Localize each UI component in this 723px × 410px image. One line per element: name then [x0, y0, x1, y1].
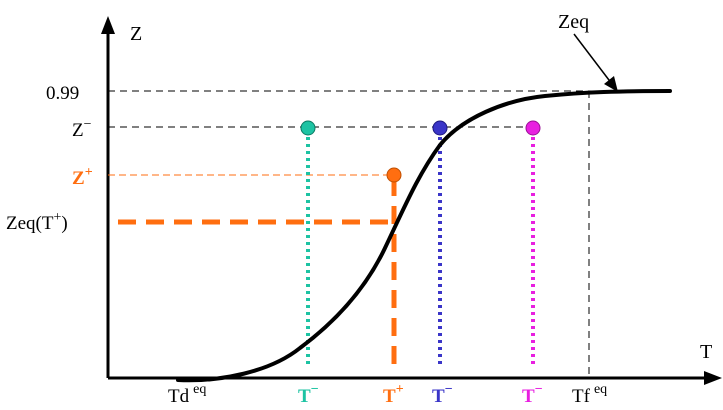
y-tick-zeq-tplus: Zeq(T+) — [6, 210, 68, 234]
curve-label: Zeq — [558, 11, 589, 33]
y-tick-zplus: Z+ — [72, 165, 93, 189]
x-tick-td-eq: Td eq — [168, 382, 206, 407]
zeq-pointer-line — [573, 33, 613, 85]
y-tick-099: 0.99 — [46, 83, 79, 104]
y-axis-arrow-icon — [101, 16, 115, 34]
x-tick-t2: T− — [432, 382, 453, 407]
point-t2 — [432, 120, 448, 136]
x-axis-label: T — [700, 341, 712, 363]
point-t3 — [525, 120, 541, 136]
point-zplus — [386, 167, 402, 183]
zeq-curve — [176, 89, 672, 383]
x-tick-tplus: T+ — [383, 382, 404, 407]
x-tick-t1: T− — [298, 382, 319, 407]
y-tick-zminus: Z− — [72, 117, 92, 141]
zeq-pointer-arrow-icon — [604, 76, 618, 92]
y-axis-label: Z — [130, 23, 142, 45]
x-axis-arrow-icon — [704, 371, 722, 385]
x-tick-tf-eq: Tf eq — [572, 382, 607, 407]
x-tick-t3: T− — [522, 382, 543, 407]
point-t1 — [300, 120, 316, 136]
